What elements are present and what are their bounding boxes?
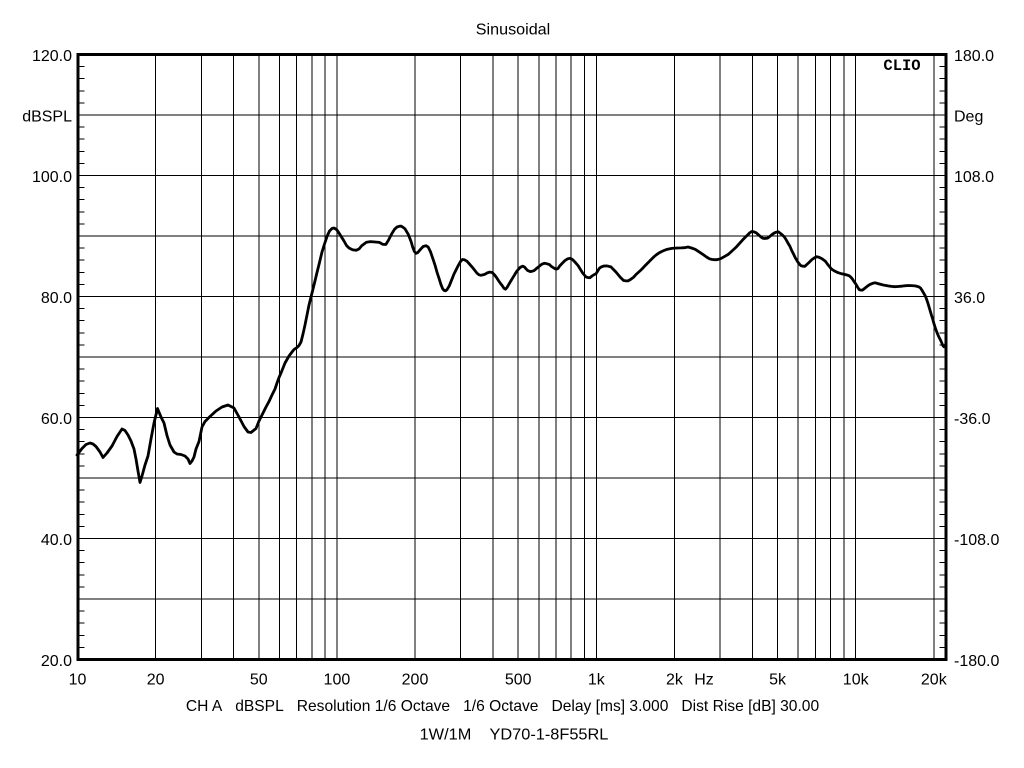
svg-text:500: 500 (505, 672, 532, 689)
svg-text:120.0: 120.0 (32, 48, 72, 65)
svg-text:180.0: 180.0 (954, 48, 994, 65)
svg-text:-36.0: -36.0 (954, 411, 991, 428)
svg-text:-180.0: -180.0 (954, 653, 999, 670)
svg-text:40.0: 40.0 (41, 532, 72, 549)
svg-text:1W/1M YD70-1-8F55RL: 1W/1M YD70-1-8F55RL (420, 726, 609, 743)
svg-text:100.0: 100.0 (32, 169, 72, 186)
svg-text:10k: 10k (843, 672, 870, 689)
svg-text:dBSPL: dBSPL (22, 108, 72, 125)
svg-text:60.0: 60.0 (41, 411, 72, 428)
svg-text:20: 20 (147, 672, 165, 689)
svg-text:36.0: 36.0 (954, 290, 985, 307)
svg-text:5k: 5k (769, 672, 787, 689)
svg-text:CLIO: CLIO (883, 57, 920, 75)
svg-text:Deg: Deg (954, 108, 983, 125)
svg-text:CH A dBSPL Resolution 1/6: CH A dBSPL Resolution 1/6 Octave 1/6 Oct… (186, 698, 819, 715)
svg-text:20.0: 20.0 (41, 653, 72, 670)
svg-text:-108.0: -108.0 (954, 532, 999, 549)
svg-text:10: 10 (69, 672, 87, 689)
svg-text:2k: 2k (666, 672, 684, 689)
svg-text:200: 200 (402, 672, 429, 689)
svg-text:1k: 1k (588, 672, 606, 689)
svg-text:Sinusoidal: Sinusoidal (476, 22, 551, 39)
svg-text:Hz: Hz (694, 672, 714, 689)
svg-text:100: 100 (324, 672, 351, 689)
svg-text:80.0: 80.0 (41, 290, 72, 307)
svg-text:20k: 20k (921, 672, 948, 689)
svg-text:108.0: 108.0 (954, 169, 994, 186)
svg-text:50: 50 (250, 672, 268, 689)
